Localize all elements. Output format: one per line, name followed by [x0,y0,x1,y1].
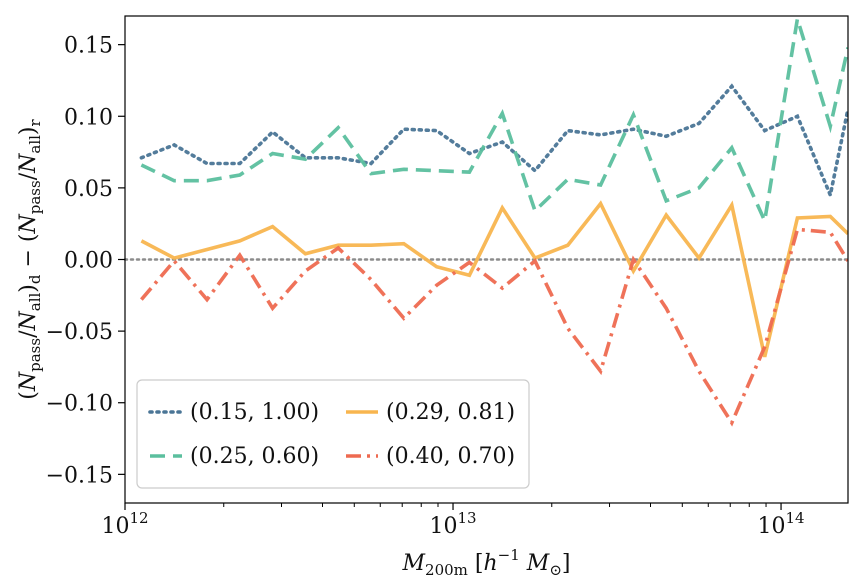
legend: (0.15, 1.00) (0.25, 0.60) (0.29, 0.81) (0.4… [136,379,530,489]
legend-label-2: (0.25, 0.60) [190,444,319,469]
legend-label-4: (0.40, 0.70) [386,444,515,469]
legend-label-1: (0.15, 1.00) [190,400,319,425]
y-tick-label: −0.10 [46,392,113,417]
series-line-2 [140,18,848,227]
series-lines [139,18,848,427]
y-tick-label: −0.05 [46,320,113,345]
y-tick-label: 0.15 [64,34,113,59]
legend-label-3: (0.29, 0.81) [386,400,515,425]
series-line-3 [140,200,848,358]
y-tick-label: 0.00 [64,249,113,274]
x-tick-label: 1013 [429,509,476,539]
y-tick-label: 0.05 [64,177,113,202]
series-line-4 [140,227,848,427]
x-axis-label: M200m [h−1 M⊙] [402,546,571,579]
x-tick-label: 1014 [757,509,804,539]
y-tick-label: 0.10 [64,105,113,130]
axis-labels: M200m [h−1 M⊙] (Npass/Nall)d − (Npass/Nal… [16,118,570,579]
y-tick-label: −0.15 [46,463,113,488]
legend-box [136,379,530,489]
x-tick-label: 1012 [101,509,148,539]
axis-ticks: 0.15 0.10 0.05 0.00 −0.05 −0.10 −0.15 1012 1013 1… [46,34,805,539]
series-line-1 [139,83,848,202]
y-axis-label: (Npass/Nall)d − (Npass/Nall)r [16,118,44,399]
